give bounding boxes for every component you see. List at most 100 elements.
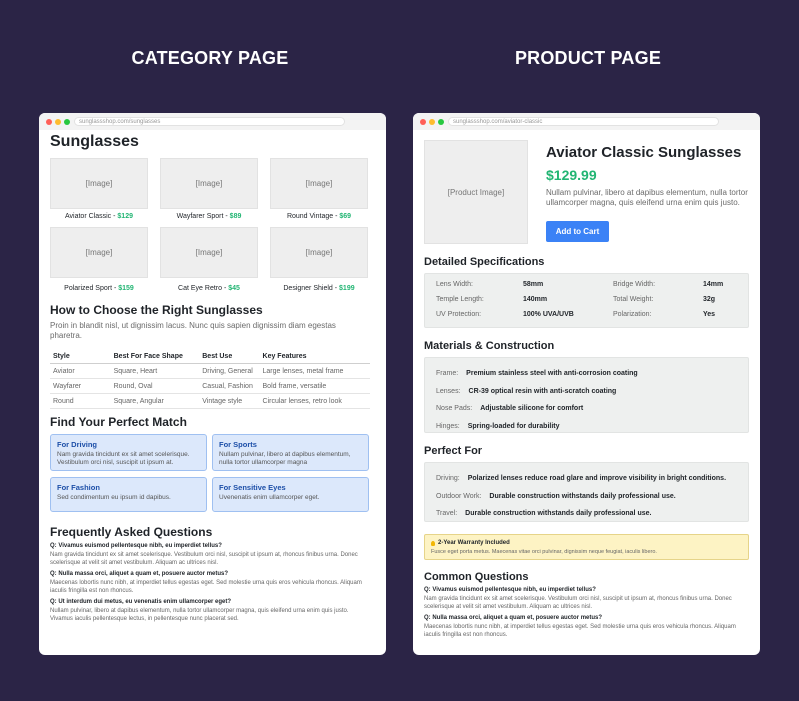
address-bar[interactable]: sunglassshop.com/aviator-classic [448, 117, 719, 126]
table-row: Wayfarer Round, Oval Casual, Fashion Bold f… [50, 378, 370, 394]
window-dot [438, 119, 444, 125]
card-title: For Driving [57, 440, 98, 449]
info-label: Driving: [436, 475, 460, 483]
table-cell: Casual, Fashion [199, 378, 260, 394]
info-label: Frame: [436, 370, 459, 378]
faq-question: Q: Vivamus euismod pellentesque nibh, eu… [50, 543, 222, 549]
faq-question: Q: Ut interdum dui metus, eu venenatis e… [50, 599, 232, 605]
product-image[interactable]: [Image] [50, 227, 148, 278]
section-title: Perfect For [424, 445, 483, 457]
section-title: Common Questions [424, 571, 529, 583]
window-dot [46, 119, 52, 125]
product-name[interactable]: Round Vintage - [286, 213, 338, 220]
info-box: Driving: Polarized lenses reduce road gla… [424, 462, 749, 522]
product-label: Cat Eye Retro - $45 [160, 285, 258, 292]
table-cell: Vintage style [199, 393, 260, 409]
table-header-cell: Best Use [199, 349, 260, 364]
table-cell: Square, Angular [110, 393, 200, 409]
table-header-cell: Key Features [259, 349, 370, 364]
section-heading: PRODUCT PAGE [514, 48, 662, 68]
product-name[interactable]: Polarized Sport - [64, 285, 117, 292]
product-price: $89 [229, 213, 242, 220]
product-image[interactable]: [Image] [270, 158, 368, 209]
product-image[interactable]: [Image] [160, 227, 258, 278]
product-description: Nullam pulvinar, libero at dapibus eleme… [546, 188, 748, 207]
product-price: $129 [117, 213, 133, 220]
info-box: Frame: Premium stainless steel with anti-… [424, 357, 749, 433]
info-row: Lenses: CR-39 optical resin with anti-scr… [436, 383, 737, 401]
product-price: $69 [339, 213, 352, 220]
card-text: Nullam pulvinar, libero at dapibus eleme… [219, 451, 351, 466]
table-cell: Bold frame, versatile [259, 378, 370, 394]
card-text: Nam gravida tincidunt ex sit amet sceler… [57, 451, 190, 466]
section-heading: CATEGORY PAGE [131, 48, 289, 68]
address-bar[interactable]: sunglassshop.com/sunglasses [74, 117, 345, 126]
product-label: Designer Shield - $199 [270, 285, 368, 292]
spec-value: 32g [703, 296, 716, 304]
table-cell: Round [50, 393, 111, 409]
card-title: For Fashion [57, 483, 100, 492]
info-label: Hinges: [436, 422, 460, 430]
product-image[interactable]: [Image] [50, 158, 148, 209]
product-image[interactable]: [Image] [270, 227, 368, 278]
section-title: Frequently Asked Questions [50, 525, 213, 539]
faq-answer: Nullam pulvinar, libero at dapibus eleme… [50, 608, 349, 622]
info-value: Premium stainless steel with anti-corros… [466, 370, 638, 378]
spec-value: 100% UVA/UVB [523, 311, 574, 319]
match-card[interactable]: For Driving Nam gravida tincidunt ex sit … [50, 434, 207, 471]
product-name[interactable]: Cat Eye Retro - [178, 285, 227, 292]
faq-answer: Maecenas lobortis nunc nibh, at imperdie… [424, 624, 736, 638]
info-value: CR-39 optical resin with anti-scratch co… [468, 387, 617, 395]
add-to-cart-button[interactable]: Add to Cart [546, 221, 609, 242]
info-row: Travel: Durable construction withstands d… [436, 505, 737, 523]
section-title: Materials & Construction [424, 340, 555, 352]
spec-value: 58mm [523, 281, 544, 288]
table-header-cell: Best For Face Shape [110, 349, 200, 364]
card-title: For Sports [219, 440, 257, 449]
info-value: Adjustable silicone for comfort [480, 405, 584, 413]
spec-label: Lens Width: [436, 281, 473, 288]
match-card[interactable]: For Fashion Sed condimentum eu ipsum id d… [50, 477, 207, 512]
product-name[interactable]: Designer Shield - [283, 285, 338, 292]
product-image[interactable]: [Image] [160, 158, 258, 209]
spec-label: Polarization: [613, 311, 652, 319]
faq-list: Q: Vivamus euismod pellentesque nibh, eu… [424, 583, 742, 639]
spec-box: Lens Width: 58mm Bridge Width: 14mm Temple L… [424, 273, 749, 328]
info-row: Nose Pads: Adjustable silicone for comfor… [436, 400, 737, 418]
warranty-text: Fusce eget porta metus. Maecenas vitae o… [431, 549, 657, 555]
guide-table: Style Best For Face Shape Best Use Key Feat… [50, 349, 370, 409]
faq-question: Q: Nulla massa orci, aliquet a quam et, … [424, 615, 603, 621]
window-dot [429, 119, 435, 125]
spec-label: Temple Length: [436, 296, 484, 304]
match-card[interactable]: For Sports Nullam pulvinar, libero at dap… [212, 434, 369, 471]
faq-answer: Nam gravida tincidunt ex sit amet sceler… [50, 552, 358, 566]
info-row: Outdoor Work: Durable construction withst… [436, 488, 737, 506]
product-name[interactable]: Wayfarer Sport - [176, 213, 228, 220]
table-row: Round Square, Angular Vintage style Circula… [50, 393, 370, 409]
product-name[interactable]: Aviator Classic - [65, 213, 116, 220]
table-cell: Driving, General [199, 363, 260, 379]
warranty-title: 2-Year Warranty Included [431, 540, 742, 546]
info-label: Lenses: [436, 387, 461, 395]
warranty-box: 2-Year Warranty Included Fusce eget porta… [424, 534, 749, 560]
product-label: Aviator Classic - $129 [50, 213, 148, 220]
info-row: Frame: Premium stainless steel with anti-… [436, 365, 737, 383]
match-card[interactable]: For Sensitive Eyes Uvenenatis enim ullamc… [212, 477, 369, 512]
table-header-cell: Style [50, 349, 111, 364]
info-row: Driving: Polarized lenses reduce road gla… [436, 470, 737, 488]
spec-label: Bridge Width: [613, 281, 656, 288]
faq-question: Q: Vivamus euismod pellentesque nibh, eu… [424, 587, 596, 593]
browser-window: sunglassshop.com/aviator-classic [Product… [413, 113, 760, 655]
window-dot [55, 119, 61, 125]
warranty-icon [431, 540, 435, 546]
table-row: Aviator Square, Heart Driving, General Larg… [50, 363, 370, 379]
spec-value: 140mm [523, 296, 548, 304]
product-price: $199 [339, 285, 355, 292]
card-text: Uvenenatis enim ullamcorper eget. [219, 494, 320, 501]
product-label: Round Vintage - $69 [270, 213, 368, 220]
section-title: Find Your Perfect Match [50, 415, 187, 429]
faq-answer: Maecenas lobortis nunc nibh, at imperdie… [50, 580, 362, 594]
spec-label: UV Protection: [436, 311, 482, 319]
faq-question: Q: Nulla massa orci, aliquet a quam et, … [50, 571, 229, 577]
spec-value: Yes [703, 311, 716, 319]
